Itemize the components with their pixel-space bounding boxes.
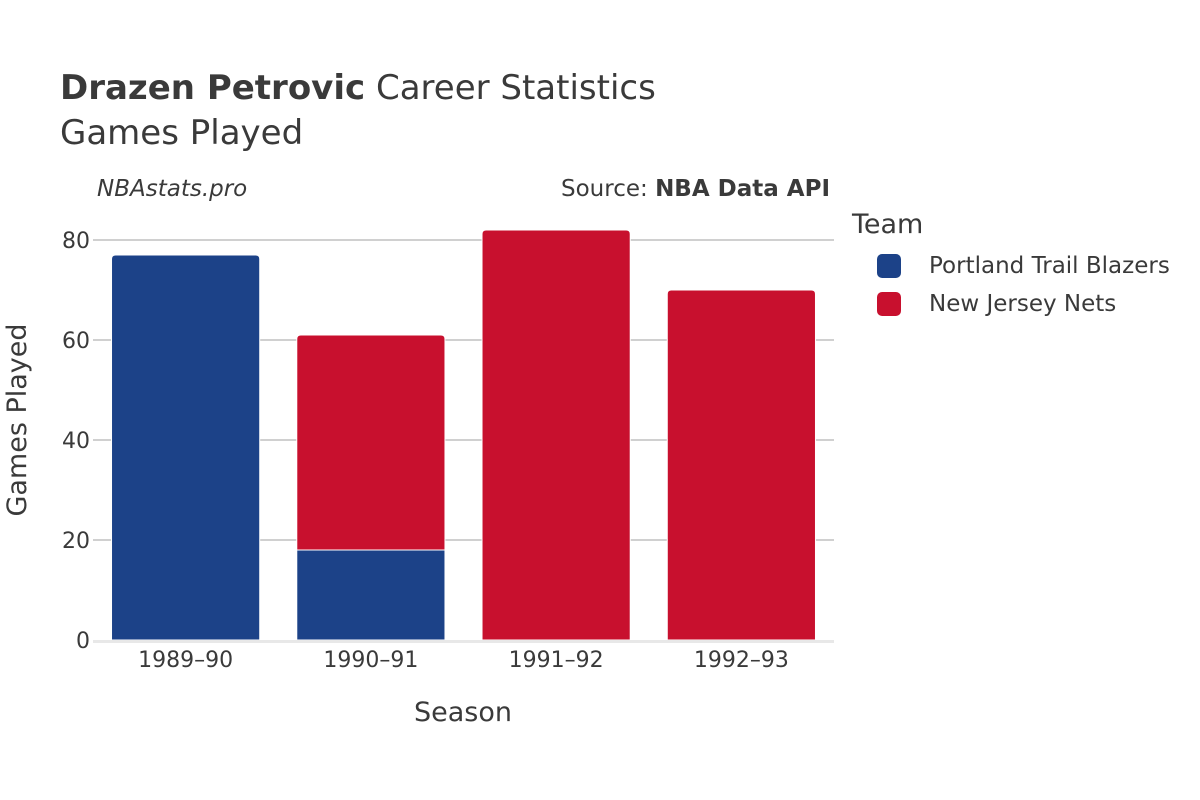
legend-title: Team (852, 209, 924, 240)
y-axis-title: Games Played (2, 323, 33, 516)
y-tick-label: 20 (62, 529, 90, 554)
y-tick-label: 60 (62, 329, 90, 354)
legend-swatch (877, 292, 901, 316)
chart-title-rest: Career Statistics (375, 68, 656, 108)
chart-subtitle: Games Played (60, 113, 304, 153)
axes: 0 20 40 60 80 1989–90 1990–91 1991–92 1992–93 (62, 229, 834, 673)
chart-title: Drazen Petrovic Career Statistics (60, 66, 656, 110)
x-tick-label: 1991–92 (509, 648, 604, 673)
bar-segment (111, 254, 261, 641)
source-label: Source: NBA Data API (561, 176, 830, 202)
chart-title-bold: Drazen Petrovic (60, 68, 366, 108)
legend-label: Portland Trail Blazers (929, 253, 1170, 279)
bar-segment (481, 229, 631, 641)
x-tick-label: 1992–93 (694, 648, 789, 673)
y-tick-label: 0 (76, 629, 90, 654)
bar-segment (296, 334, 446, 551)
source-prefix: Source: (561, 176, 656, 202)
legend-item[interactable]: Portland Trail Blazers (877, 251, 1170, 281)
bar-segment (666, 289, 816, 641)
x-tick-label: 1990–91 (323, 648, 418, 673)
source-name: NBA Data API (655, 176, 830, 202)
legend-label: New Jersey Nets (929, 291, 1117, 317)
legend-item[interactable]: New Jersey Nets (877, 289, 1116, 319)
legend-swatch (877, 254, 901, 278)
y-tick-label: 80 (62, 229, 90, 254)
y-tick-label: 40 (62, 429, 90, 454)
bars (111, 229, 816, 641)
watermark: NBAstats.pro (97, 176, 248, 202)
x-tick-label: 1989–90 (138, 648, 233, 673)
x-axis-title: Season (414, 697, 512, 728)
bar-segment (296, 549, 446, 641)
